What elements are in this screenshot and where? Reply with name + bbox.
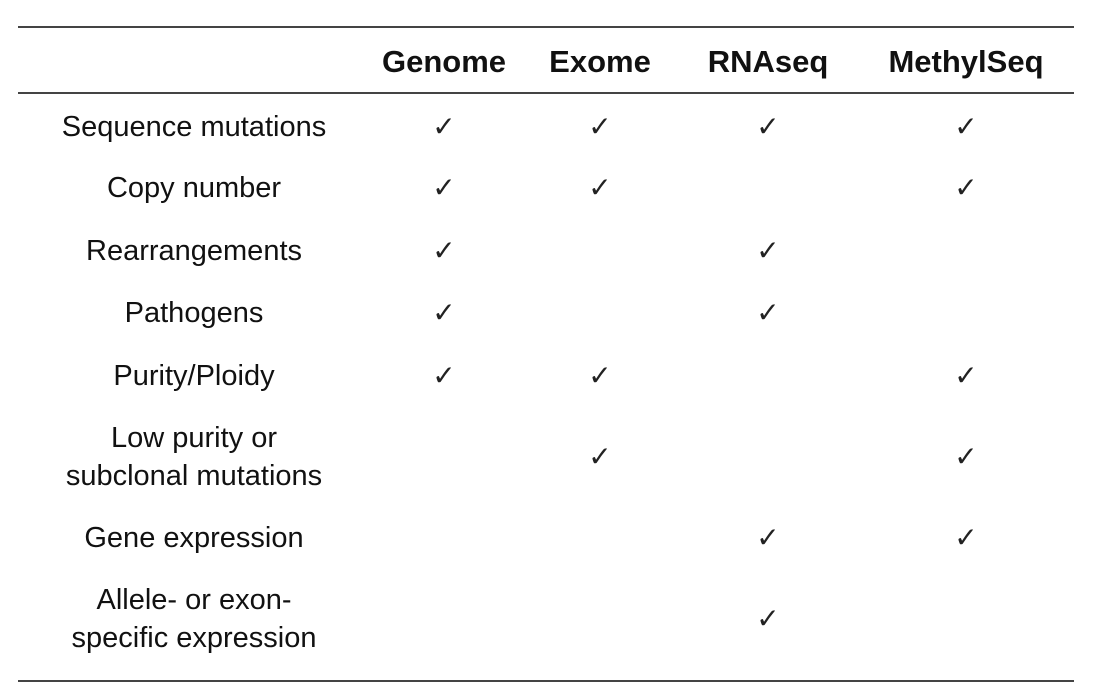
check-mark-icon: ✓ xyxy=(954,110,978,143)
check-mark-icon: ✓ xyxy=(756,521,780,554)
check-mark-icon: ✓ xyxy=(432,359,456,392)
check-mark-icon: ✓ xyxy=(588,440,612,473)
column-header-genome: Genome xyxy=(381,44,507,79)
row-label: Low purity or xyxy=(110,422,277,454)
row-label: Allele- or exon- xyxy=(96,584,292,616)
check-mark-icon: ✓ xyxy=(954,440,978,473)
check-mark-icon: ✓ xyxy=(954,359,978,392)
row-label: Copy number xyxy=(106,172,282,204)
check-mark-icon: ✓ xyxy=(756,110,780,143)
table-header-rule xyxy=(18,92,1074,94)
check-mark-icon: ✓ xyxy=(954,521,978,554)
row-label: Sequence mutations xyxy=(61,111,327,143)
column-header-methylseq: MethylSeq xyxy=(888,44,1044,79)
row-label: Rearrangements xyxy=(86,235,302,267)
check-mark-icon: ✓ xyxy=(432,296,456,329)
row-label: Gene expression xyxy=(84,522,304,554)
check-mark-icon: ✓ xyxy=(756,234,780,267)
comparison-table: Genome Exome RNAseq MethylSeq Sequence m… xyxy=(18,26,1074,682)
check-mark-icon: ✓ xyxy=(588,171,612,204)
check-mark-icon: ✓ xyxy=(432,234,456,267)
row-label: Pathogens xyxy=(124,297,264,329)
check-mark-icon: ✓ xyxy=(588,110,612,143)
row-label: subclonal mutations xyxy=(65,460,323,492)
row-label: Purity/Ploidy xyxy=(113,360,275,392)
column-header-exome: Exome xyxy=(549,44,651,79)
check-mark-icon: ✓ xyxy=(588,359,612,392)
column-header-rnaseq: RNAseq xyxy=(707,44,829,79)
check-mark-icon: ✓ xyxy=(432,110,456,143)
check-mark-icon: ✓ xyxy=(954,171,978,204)
check-mark-icon: ✓ xyxy=(432,171,456,204)
table-top-rule xyxy=(18,26,1074,28)
table-bottom-rule xyxy=(18,680,1074,682)
row-label: specific expression xyxy=(71,622,317,654)
check-mark-icon: ✓ xyxy=(756,296,780,329)
check-mark-icon: ✓ xyxy=(756,602,780,635)
